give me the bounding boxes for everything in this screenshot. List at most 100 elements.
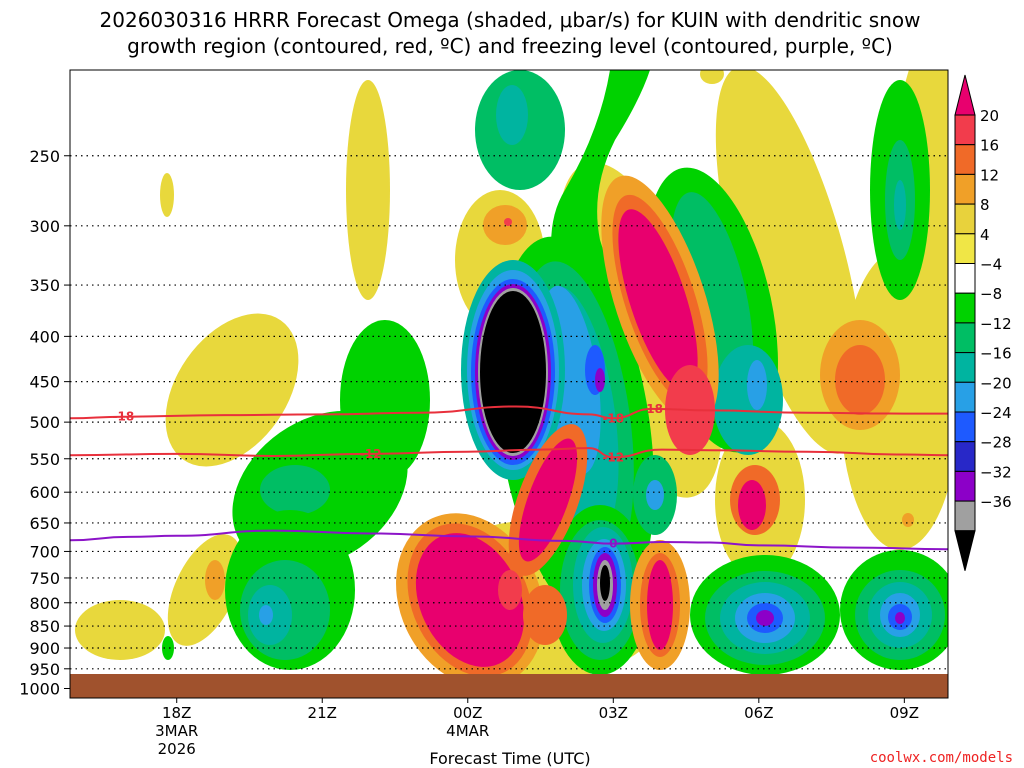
omega-region — [205, 560, 225, 600]
x-tick-label: 03Z — [599, 704, 628, 722]
colorbar-segment — [954, 144, 976, 175]
y-tick-label: 750 — [29, 569, 60, 588]
omega-region — [162, 636, 174, 660]
x-tick-date: 4MAR — [446, 722, 489, 740]
omega-region — [618, 209, 698, 391]
colorbar-segment — [954, 441, 976, 472]
y-tick-label: 700 — [29, 542, 60, 561]
ground-surface — [70, 674, 948, 698]
omega-region — [600, 565, 610, 601]
colorbar-segment — [954, 114, 976, 146]
x-tick-label: 00Z — [453, 704, 482, 722]
contour-label: 0 — [609, 537, 617, 551]
colorbar-label: −8 — [980, 285, 1002, 303]
y-tick-label: 450 — [29, 373, 60, 392]
omega-region — [340, 320, 430, 480]
plot-frame — [69, 69, 949, 699]
omega-region — [259, 605, 273, 625]
colorbar-segment — [954, 233, 976, 265]
omega-region — [747, 360, 767, 410]
y-axis: 250 300 350 400 450 500 550 600 650 700 750 800 850 9… — [19, 147, 70, 699]
colorbar-label: −12 — [980, 315, 1012, 333]
omega-region — [167, 534, 243, 646]
contour-label: -12 — [602, 450, 624, 464]
colorbar-label: −20 — [980, 374, 1012, 392]
colorbar: 20 16 12 8 4 −4 −8 −12 −16 −20 −24 −28 −32 −36 — [954, 74, 1012, 571]
y-tick-label: 500 — [29, 413, 60, 432]
colorbar-segment — [954, 203, 976, 235]
colorbar-label: −36 — [980, 493, 1012, 511]
y-tick-label: 350 — [29, 276, 60, 295]
omega-region — [756, 610, 774, 626]
x-tick-year: 2026 — [158, 740, 196, 758]
y-tick-label: 1000 — [19, 680, 60, 699]
y-tick-label: 550 — [29, 450, 60, 469]
omega-region — [835, 345, 885, 415]
y-tick-label: 850 — [29, 617, 60, 636]
omega-region — [260, 465, 330, 515]
colorbar-segment — [954, 411, 976, 443]
omega-region — [523, 585, 567, 645]
contour-label: -18 — [602, 411, 624, 425]
colorbar-label: 12 — [980, 166, 999, 184]
colorbar-label: 4 — [980, 226, 990, 244]
colorbar-top-arrow — [954, 74, 976, 116]
y-tick-label: 400 — [29, 327, 60, 346]
chart-title-line1: 2026030316 HRRR Forecast Omega (shaded, … — [100, 8, 921, 32]
omega-region — [700, 70, 724, 84]
omega-region — [496, 85, 528, 145]
colorbar-segment — [954, 352, 976, 383]
colorbar-label: 8 — [980, 196, 990, 214]
colorbar-bottom-arrow — [954, 530, 976, 571]
omega-region — [902, 513, 914, 527]
contour-label: -18 — [641, 402, 663, 416]
omega-region — [75, 600, 165, 660]
colorbar-label: −4 — [980, 256, 1002, 274]
colorbar-label: −24 — [980, 404, 1012, 422]
y-tick-label: 650 — [29, 514, 60, 533]
colorbar-segment — [954, 381, 976, 413]
contour-label: -12 — [360, 447, 382, 461]
contour-label: -18 — [113, 410, 135, 424]
chart-title-line2: growth region (contoured, red, ºC) and f… — [127, 34, 893, 58]
colorbar-segment — [954, 173, 976, 205]
x-tick-label: 18Z — [162, 704, 191, 722]
credit-text[interactable]: coolwx.com/models — [870, 750, 1013, 766]
omega-region — [160, 173, 174, 217]
y-tick-label: 800 — [29, 594, 60, 613]
colorbar-label: −28 — [980, 434, 1012, 452]
omega-region — [498, 570, 522, 610]
x-tick-label: 09Z — [890, 704, 919, 722]
colorbar-segment — [954, 263, 976, 294]
omega-region — [713, 345, 783, 455]
colorbar-label: −32 — [980, 463, 1012, 481]
freezing-level-contour — [70, 529, 948, 551]
dgz-contour-minus12 — [70, 447, 948, 459]
omega-region — [504, 218, 512, 226]
dgz-contour-minus18 — [70, 405, 948, 420]
colorbar-segment — [954, 500, 976, 532]
omega-region — [480, 291, 546, 453]
omega-region — [646, 480, 664, 510]
x-tick-date: 3MAR — [155, 722, 198, 740]
x-tick-label: 06Z — [744, 704, 773, 722]
y-tick-label: 250 — [29, 147, 60, 166]
colorbar-segment — [954, 470, 976, 502]
x-tick-label: 21Z — [308, 704, 337, 722]
contour-lines: -18 -18 -18 -12 -12 0 — [70, 402, 948, 551]
omega-region — [165, 313, 299, 467]
omega-shading — [75, 70, 948, 687]
colorbar-segment — [954, 322, 976, 354]
omega-region — [483, 205, 527, 245]
colorbar-segment — [954, 292, 976, 324]
omega-region — [647, 560, 673, 650]
omega-region — [455, 70, 650, 336]
omega-region — [346, 80, 390, 300]
omega-region — [518, 438, 578, 562]
colorbar-label: 16 — [980, 137, 999, 155]
omega-region — [895, 612, 905, 624]
y-tick-label: 600 — [29, 483, 60, 502]
y-tick-label: 300 — [29, 217, 60, 236]
